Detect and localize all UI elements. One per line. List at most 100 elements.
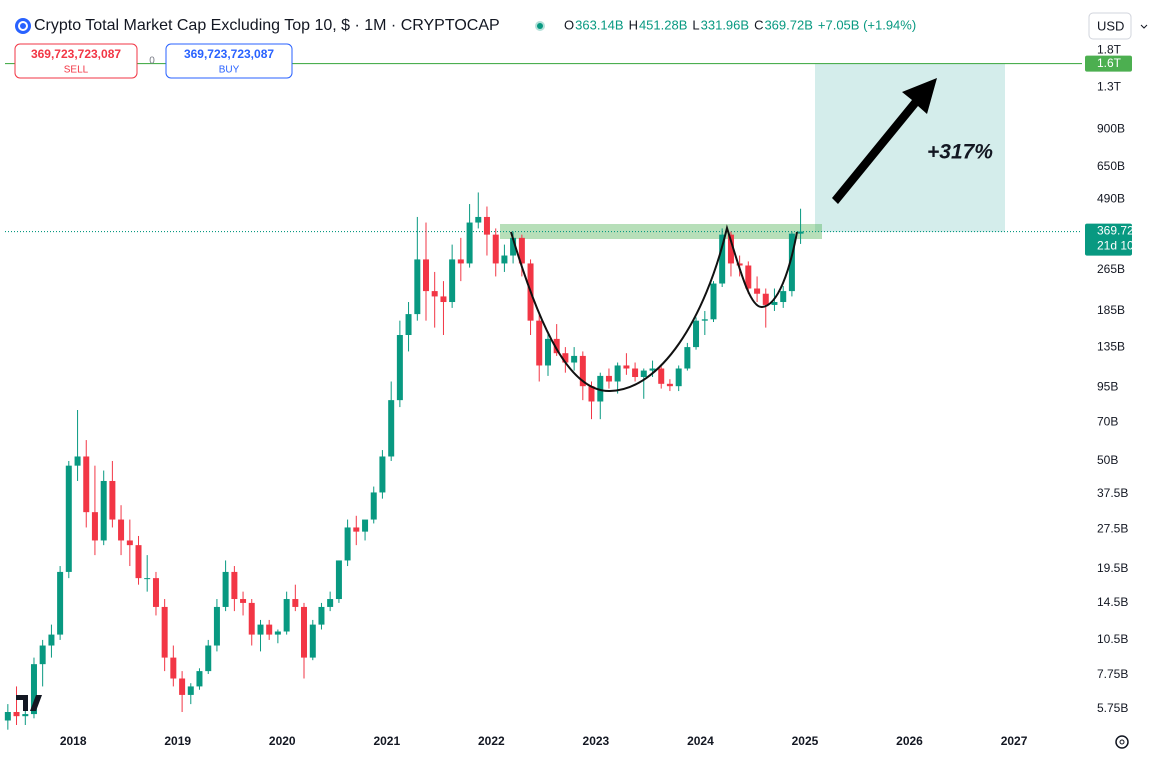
candle-body <box>144 578 151 580</box>
candle-body <box>196 671 203 687</box>
candle-body <box>126 540 133 546</box>
candle-body <box>222 571 229 607</box>
candle-body <box>501 255 508 264</box>
candle-body <box>701 319 708 321</box>
candle-body <box>179 678 186 695</box>
sell-price: 369,723,723,087 <box>31 47 121 61</box>
symbol-logo-mark <box>18 21 28 31</box>
currency: USD <box>1097 18 1124 33</box>
ohlc-value: 363.14B <box>575 17 623 32</box>
candle-body <box>4 712 11 721</box>
candle-body <box>605 375 612 382</box>
sell-button[interactable] <box>14 43 138 79</box>
cup-handle-curve <box>510 224 798 393</box>
candle-body <box>754 288 761 294</box>
ohlc-key: O <box>564 17 574 32</box>
candle-body <box>362 519 369 532</box>
y-tick-label: 650B <box>1097 159 1125 173</box>
y-tick-label: 490B <box>1097 191 1125 205</box>
x-tick-label: 2027 <box>1001 734 1028 748</box>
buy-price: 369,723,723,087 <box>184 47 274 61</box>
candle-body <box>562 353 569 363</box>
candle-body <box>405 314 412 336</box>
candle-body <box>492 234 499 264</box>
buy-button[interactable] <box>165 43 293 79</box>
y-tick-label: 95B <box>1097 380 1118 394</box>
candle-body <box>780 291 787 303</box>
y-tick-label: 37.5B <box>1097 486 1128 500</box>
y-tick-label: 70B <box>1097 415 1118 429</box>
candle-body <box>266 624 273 635</box>
countdown: 21d 10h <box>1097 239 1140 253</box>
y-tick-label: 1.8T <box>1097 42 1122 56</box>
settings-icon[interactable] <box>1115 735 1129 749</box>
candle-body <box>440 296 447 303</box>
x-tick-label: 2019 <box>164 734 191 748</box>
candle-body <box>736 263 743 266</box>
candle-body <box>684 347 691 369</box>
candle-body <box>710 283 717 320</box>
x-tick-label: 2026 <box>896 734 923 748</box>
candle-body <box>457 259 464 264</box>
candle-body <box>475 216 482 223</box>
candle-body <box>309 624 316 658</box>
candle-body <box>762 293 769 305</box>
y-tick-label: 14.5B <box>1097 595 1128 609</box>
candle-body <box>518 237 525 264</box>
candle-body <box>292 599 299 607</box>
candle-body <box>301 606 308 658</box>
y-tick-label: 50B <box>1097 453 1118 467</box>
y-tick-label: 5.75B <box>1097 701 1128 715</box>
ohlc-value: 369.72B <box>764 17 812 32</box>
candle-body <box>483 216 490 235</box>
candle-body <box>388 400 395 457</box>
x-tick-label: 2023 <box>583 734 610 748</box>
candle-body <box>571 355 578 363</box>
candle-body <box>335 560 342 600</box>
candle-body <box>379 456 386 493</box>
ohlc-value: 331.96B <box>701 17 749 32</box>
tv-logo <box>16 695 42 711</box>
ohlc: O 363.14B H 451.28B L 331.96B C 369.72B +7.05B (… <box>564 17 916 32</box>
candle-body <box>161 606 168 658</box>
level-label: 369.72B <box>1097 224 1142 238</box>
candle-body <box>327 599 334 607</box>
x-tick-label: 2025 <box>792 734 819 748</box>
x-tick-label: 2021 <box>373 734 400 748</box>
candle-body <box>318 606 325 625</box>
x-tick-label: 2022 <box>478 734 505 748</box>
candle-body <box>449 259 456 303</box>
candle-body <box>91 512 98 541</box>
candle-body <box>152 578 159 607</box>
candle-body <box>100 480 107 541</box>
candle-body <box>423 259 430 292</box>
candle-body <box>83 456 90 513</box>
settings-icon-core <box>1119 739 1125 745</box>
spread: 0 <box>149 56 155 67</box>
candle-body <box>57 571 64 635</box>
candle-body <box>39 645 46 665</box>
candle-body <box>431 291 438 297</box>
buy-label: BUY <box>219 65 240 76</box>
y-tick-label: 10.5B <box>1097 632 1128 646</box>
candle-body <box>396 335 403 401</box>
ohlc-key: L <box>692 17 699 32</box>
candle-body <box>510 237 517 256</box>
candle-body <box>658 368 665 384</box>
y-tick-label: 900B <box>1097 122 1125 136</box>
candle-body <box>353 527 360 532</box>
y-tick-label: 135B <box>1097 339 1125 353</box>
candle-body <box>30 664 37 715</box>
x-tick-label: 2018 <box>60 734 87 748</box>
candle-body <box>274 631 281 635</box>
ohlc-change: +7.05B (+1.94%) <box>818 17 916 32</box>
ohlc-key: C <box>754 17 763 32</box>
currency-select[interactable] <box>1088 12 1132 40</box>
chart-title[interactable]: Crypto Total Market Cap Excluding Top 10… <box>34 17 500 34</box>
candle-body <box>344 527 351 561</box>
candle-body <box>370 492 377 520</box>
candle-body <box>118 519 125 541</box>
candle-body <box>553 338 560 354</box>
candle-body <box>466 222 473 264</box>
candle-body <box>545 338 552 366</box>
